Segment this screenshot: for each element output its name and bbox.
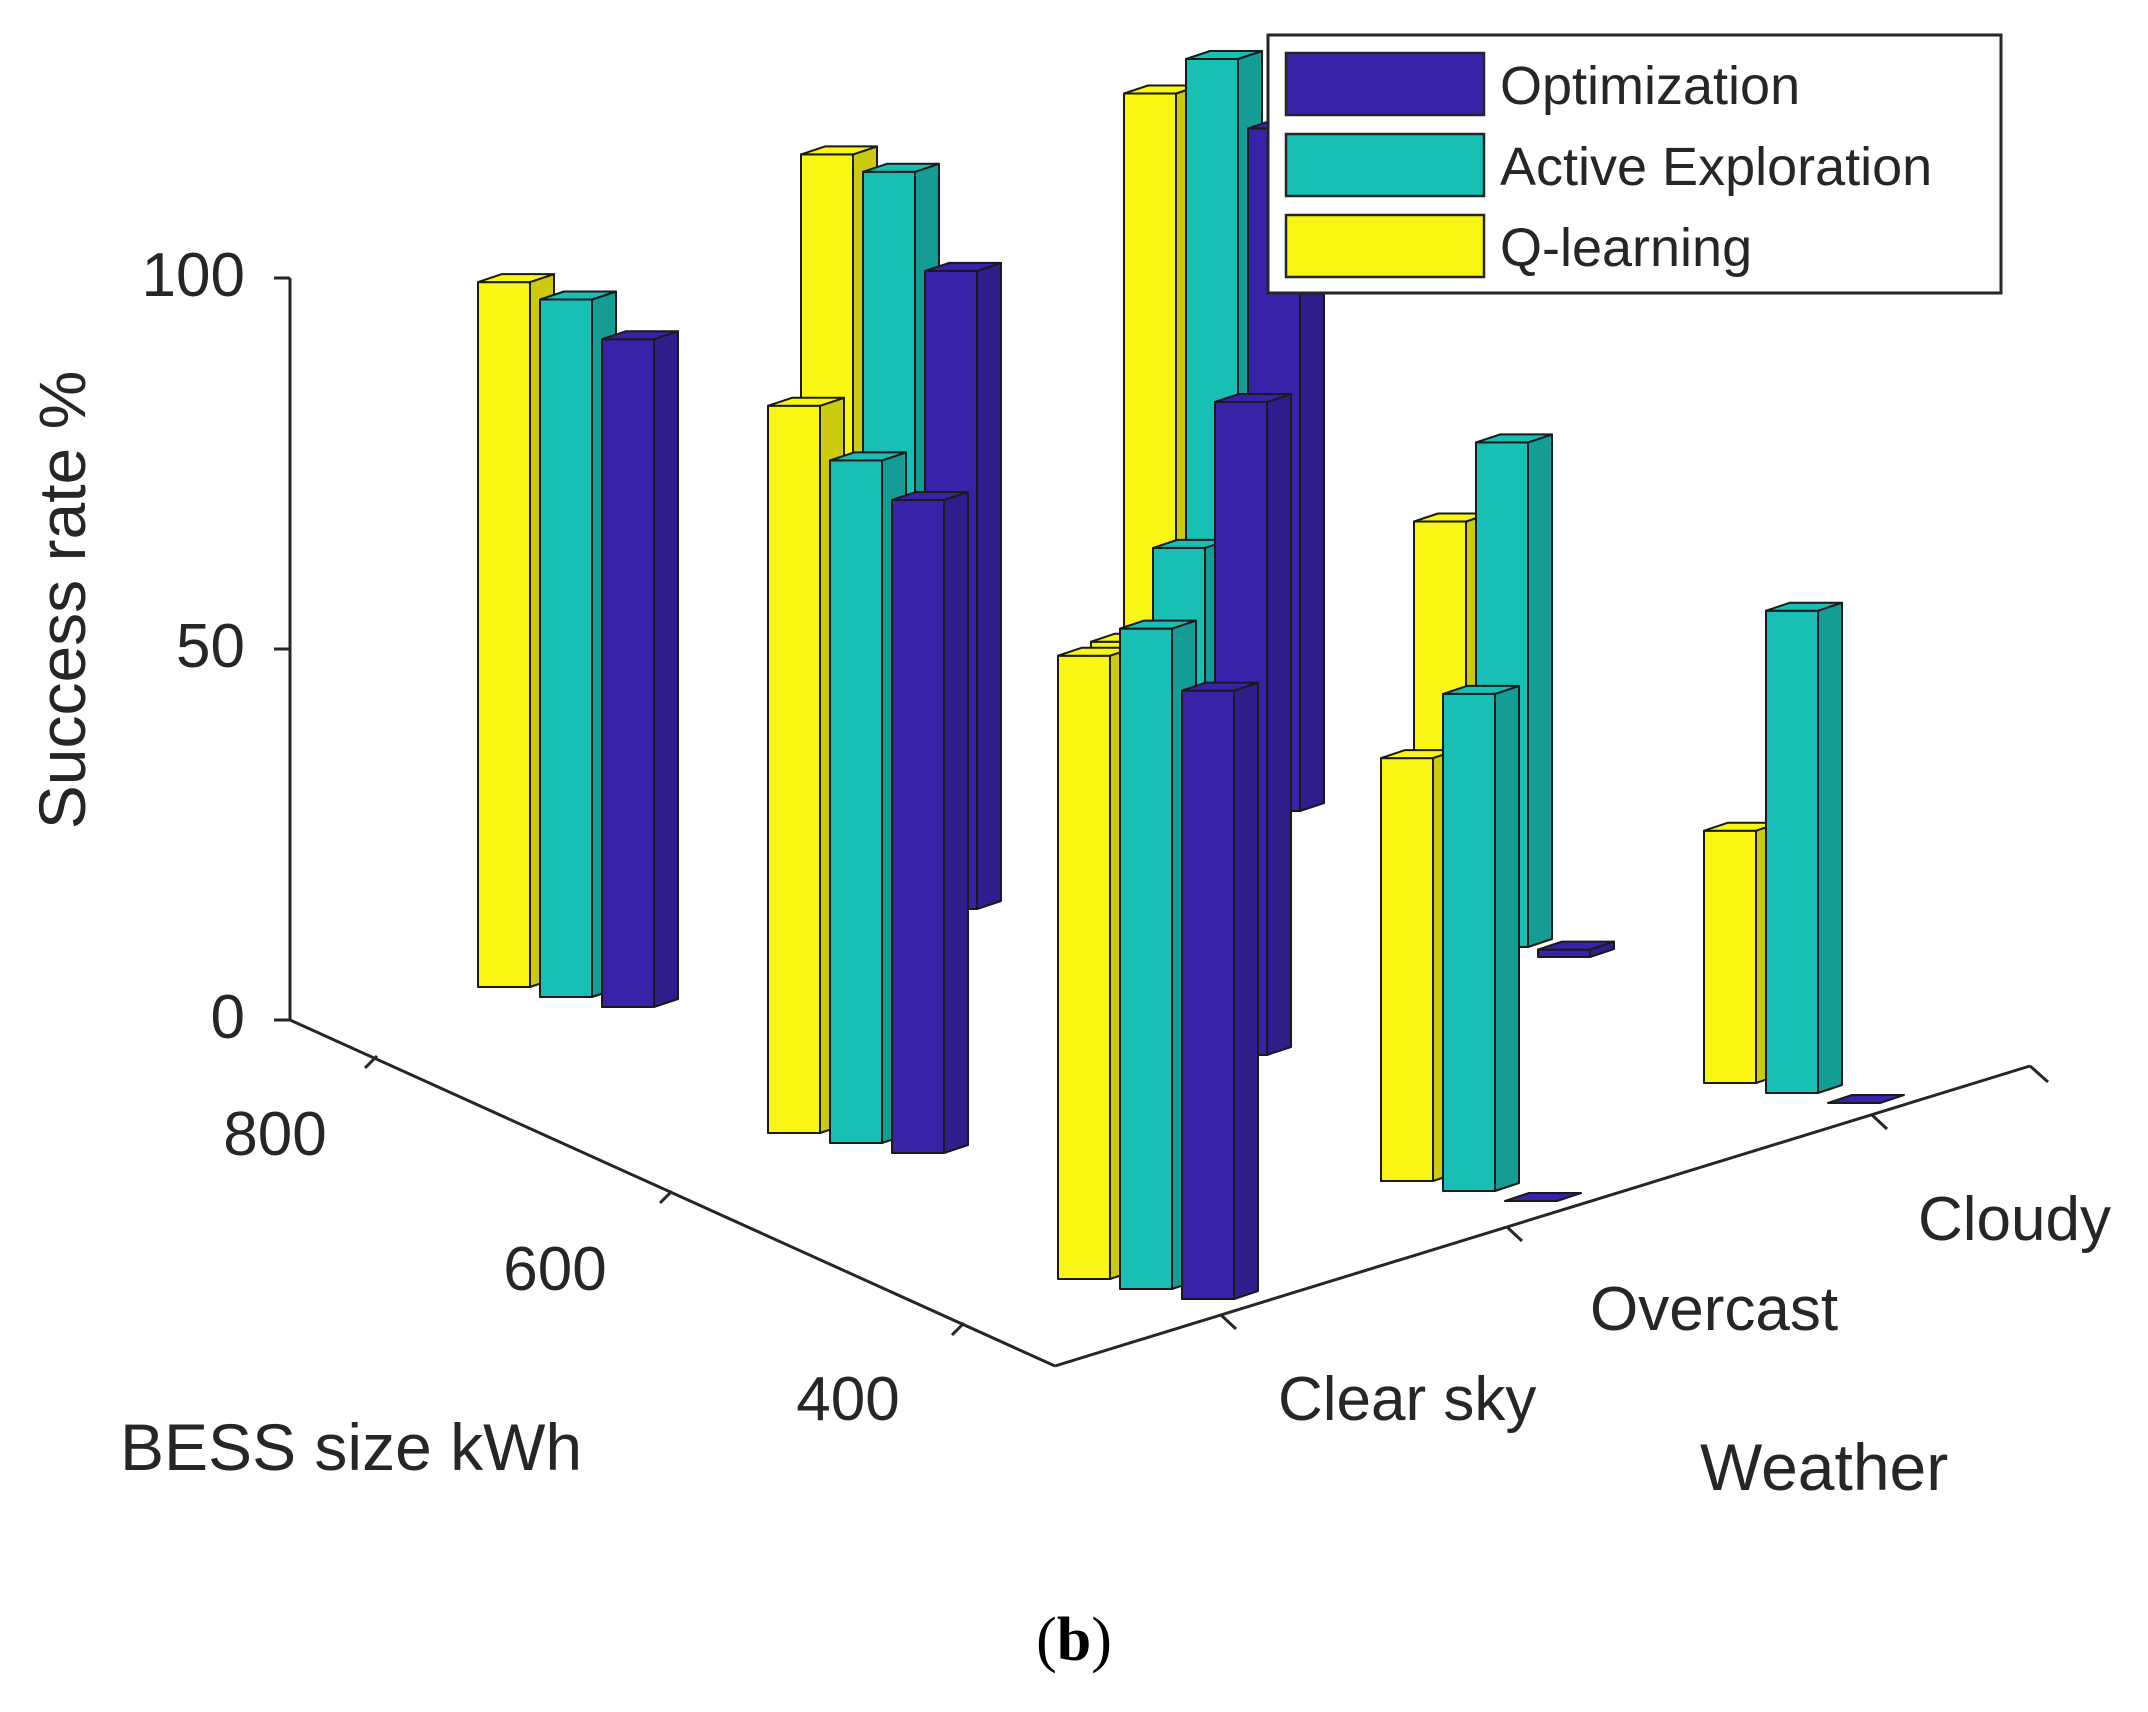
bar-q-learning-clear-sky-400 <box>1057 654 1111 1280</box>
legend-swatch-active-exploration <box>1284 132 1486 198</box>
weather-tick-cloudy <box>1870 1113 1889 1131</box>
legend-label-q-learning: Q-learning <box>1500 218 1752 278</box>
bar-optimization-clear-sky-400-top <box>1181 681 1259 692</box>
bar-optimization-overcast-400 <box>1504 1192 1582 1202</box>
bar-active-exploration-clear-sky-400 <box>1119 627 1173 1290</box>
bar-active-exploration-clear-sky-600-top <box>829 451 907 462</box>
weather-tick-label-overcast: Overcast <box>1590 1275 1838 1344</box>
bar-q-learning-cloudy-400 <box>1703 829 1757 1084</box>
bar-optimization-clear-sky-600 <box>891 499 945 1154</box>
bar-optimization-clear-sky-800 <box>601 338 655 1008</box>
bar-q-learning-clear-sky-800-top <box>477 273 555 284</box>
chart-axes: 100 50 0 Success rate % 800 600 400 BESS… <box>25 241 2111 1504</box>
weather-end-tick <box>2029 1064 2049 1084</box>
bar-optimization-clear-sky-600-top <box>891 491 969 501</box>
weather-tick-overcast <box>1505 1225 1524 1243</box>
bess-tick-400 <box>950 1321 966 1337</box>
bar-active-exploration-overcast-400-side <box>1494 684 1520 1192</box>
bar-active-exploration-overcast-400 <box>1442 692 1496 1192</box>
bar-active-exploration-clear-sky-800 <box>539 298 593 998</box>
z-tick-label-100: 100 <box>142 241 245 310</box>
caption-close: ) <box>1091 1606 1112 1674</box>
bar-optimization-cloudy-400 <box>1827 1094 1905 1104</box>
z-tick-label-50: 50 <box>176 612 245 681</box>
legend-label-active-exploration: Active Exploration <box>1500 137 1932 197</box>
bar-active-exploration-overcast-400-top <box>1442 684 1520 695</box>
weather-tick-label-cloudy: Cloudy <box>1918 1185 2111 1254</box>
bar-q-learning-overcast-400 <box>1380 757 1434 1182</box>
bar-optimization-clear-sky-800-top <box>601 330 679 341</box>
bar-group <box>477 50 1905 1300</box>
bar-active-exploration-cloudy-400-top <box>1765 601 1843 612</box>
caption-letter: b <box>1057 1606 1091 1674</box>
bar-q-learning-overcast-800-top <box>800 145 878 156</box>
bar-active-exploration-cloudy-400-side <box>1817 601 1843 1094</box>
bar-active-exploration-clear-sky-600 <box>829 459 883 1144</box>
bar-active-exploration-cloudy-400 <box>1765 609 1819 1094</box>
legend-swatch-q-learning <box>1284 213 1486 279</box>
bar-active-exploration-overcast-800-top <box>862 162 940 173</box>
bar-optimization-cloudy-600-top <box>1537 940 1615 951</box>
bar-q-learning-clear-sky-600-top <box>767 396 845 407</box>
bess-axis-line <box>289 1018 1056 1368</box>
legend-label-optimization: Optimization <box>1500 56 1800 116</box>
bar-optimization-overcast-600-side <box>1266 393 1292 1056</box>
bess-axis-title: BESS size kWh <box>120 1410 582 1484</box>
bar-active-exploration-cloudy-800-top <box>1185 50 1263 60</box>
bar-optimization-clear-sky-400-side <box>1233 681 1259 1300</box>
bess-tick-800 <box>363 1054 379 1070</box>
bess-tick-label-800: 800 <box>223 1100 326 1169</box>
caption-open: ( <box>1036 1606 1057 1674</box>
z-tick-label-0: 0 <box>211 983 245 1052</box>
weather-tick-clear-sky <box>1219 1313 1238 1331</box>
bar-optimization-overcast-800-side <box>976 261 1002 910</box>
bar-optimization-overcast-600-top <box>1214 393 1292 403</box>
weather-axis-title: Weather <box>1700 1430 1948 1504</box>
weather-tick-label-clear-sky: Clear sky <box>1278 1365 1536 1434</box>
bar-optimization-clear-sky-800-side <box>653 330 679 1008</box>
legend-swatch-optimization <box>1284 51 1486 117</box>
bess-tick-label-600: 600 <box>503 1235 606 1304</box>
bar-active-exploration-clear-sky-800-top <box>539 290 617 301</box>
bar-active-exploration-cloudy-600-side <box>1527 433 1553 948</box>
bar-optimization-clear-sky-600-side <box>943 491 969 1154</box>
bar-optimization-cloudy-600 <box>1537 948 1591 958</box>
bar-optimization-overcast-800-top <box>924 261 1002 272</box>
z-axis-title: Success rate % <box>25 371 99 830</box>
bar-q-learning-clear-sky-800 <box>477 281 531 988</box>
bar-active-exploration-clear-sky-400-top <box>1119 619 1197 630</box>
bess-tick-600 <box>658 1189 674 1205</box>
bar-q-learning-clear-sky-600 <box>767 404 821 1134</box>
bar-optimization-clear-sky-400 <box>1181 689 1235 1300</box>
bar-active-exploration-cloudy-600-top <box>1475 433 1553 444</box>
weather-axis-line <box>1054 1064 2031 1368</box>
figure-caption: (b) <box>1036 1606 1112 1674</box>
bess-tick-label-400: 400 <box>796 1365 899 1434</box>
legend: Optimization Active Exploration Q-learni… <box>1266 33 2003 295</box>
